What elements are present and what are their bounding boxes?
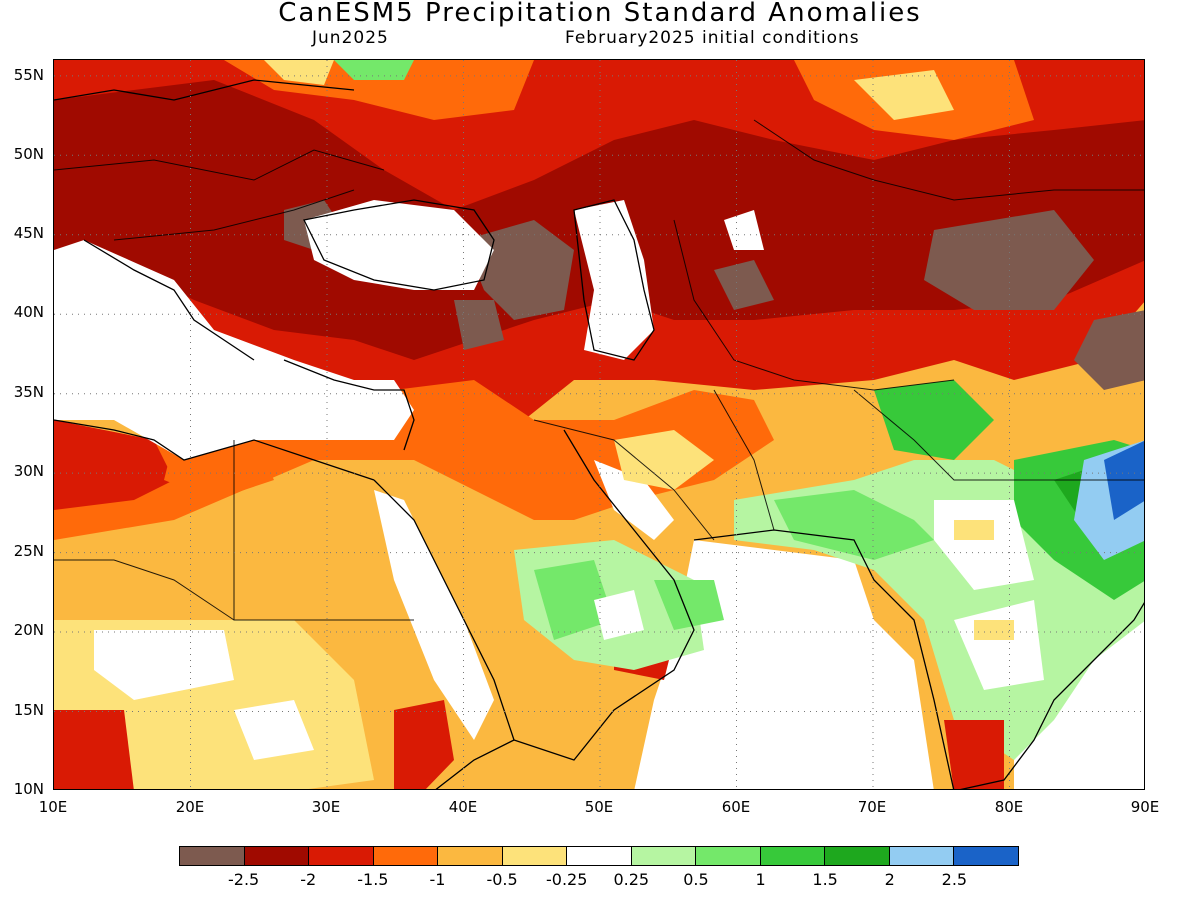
lat-label-25n: 25N <box>13 542 44 560</box>
colorbar-swatch <box>825 847 890 865</box>
lat-label-30n: 30N <box>13 462 44 480</box>
colorbar-tick-label: -1 <box>429 870 446 889</box>
lat-label-40n: 40N <box>13 303 44 321</box>
lon-label-60e: 60E <box>721 798 751 816</box>
colorbar-tick-label: 1 <box>755 870 766 889</box>
oman-green <box>654 580 724 630</box>
lon-label-70e: 70E <box>857 798 887 816</box>
lat-label-20n: 20N <box>13 621 44 639</box>
graticule <box>54 60 1144 789</box>
extreme-cell-6 <box>714 260 774 310</box>
colorbar-tick-label: 0.5 <box>683 870 709 889</box>
india-green <box>774 490 934 560</box>
lon-label-90e: 90E <box>1130 798 1160 816</box>
lon-label-20e: 20E <box>175 798 205 816</box>
colorbar <box>179 846 1019 866</box>
arabia-white <box>594 590 644 640</box>
colorbar-swatch <box>567 847 632 865</box>
africa-white-2 <box>234 700 314 760</box>
colorbar-swatch <box>309 847 374 865</box>
lon-label-10e: 10E <box>38 798 68 816</box>
arabia-green-2 <box>534 560 614 640</box>
colorbar-swatch <box>760 847 826 865</box>
northeast-yellow <box>854 70 954 120</box>
extreme-cell-5 <box>454 300 504 350</box>
colorbar-tick-label: 1.5 <box>812 870 838 889</box>
lon-label-50e: 50E <box>584 798 614 816</box>
lat-label-45n: 45N <box>13 224 44 242</box>
colorbar-tick-label: 2 <box>884 870 895 889</box>
iran-yellow <box>614 430 714 490</box>
colorbar-tick-label: -1.5 <box>357 870 389 889</box>
india-yellow-1 <box>954 520 994 540</box>
forecast-month: Jun2025 <box>312 28 389 48</box>
colorbar-swatch <box>438 847 503 865</box>
lat-label-15n: 15N <box>13 701 44 719</box>
north-green-patch <box>334 60 414 80</box>
south-india-red <box>944 720 1004 789</box>
colorbar-swatch <box>502 847 568 865</box>
colorbar-swatch <box>244 847 310 865</box>
lon-label-80e: 80E <box>994 798 1024 816</box>
colorbar-tick-label: -0.25 <box>545 870 588 889</box>
red-sea <box>374 490 494 740</box>
lat-label-55n: 55N <box>13 66 44 84</box>
init-conditions: February2025 initial conditions <box>565 28 860 48</box>
india-green-2 <box>874 380 994 460</box>
colorbar-tick-label: -2.5 <box>228 870 260 889</box>
middle-band-orange <box>54 380 774 540</box>
black-sea <box>304 200 494 290</box>
lat-label-10n: 10N <box>13 780 44 798</box>
colorbar-swatch <box>373 847 439 865</box>
borders <box>54 119 1144 621</box>
extreme-cell-4 <box>1074 310 1144 390</box>
anomaly-map <box>53 59 1145 790</box>
africa-white-1 <box>94 630 234 700</box>
colorbar-swatch <box>889 847 955 865</box>
coastlines <box>54 79 1144 789</box>
aral-sea <box>724 210 764 250</box>
sahara-red <box>54 420 174 510</box>
colorbar-swatch <box>180 847 245 865</box>
lon-label-40e: 40E <box>448 798 478 816</box>
colorbar-tick-label: 2.5 <box>941 870 968 889</box>
map-title: CanESM5 Precipitation Standard Anomalies <box>278 0 922 28</box>
ethiopia-red <box>394 700 454 789</box>
africa-red-corner <box>54 710 134 789</box>
colorbar-tick-label: 0.25 <box>613 870 650 889</box>
lat-label-35n: 35N <box>13 383 44 401</box>
north-edge-yellow <box>264 60 334 85</box>
mediterranean-sea <box>54 240 414 460</box>
india-yellow-2 <box>974 620 1014 640</box>
colorbar-swatch <box>631 847 697 865</box>
colorbar-swatch <box>954 847 1018 865</box>
extreme-cell-1 <box>464 220 574 320</box>
colorbar-tick-label: -2 <box>300 870 317 889</box>
lon-label-30e: 30E <box>311 798 341 816</box>
colorbar-swatch <box>696 847 761 865</box>
persian-gulf <box>594 460 674 540</box>
lat-label-50n: 50N <box>13 145 44 163</box>
colorbar-tick-label: -0.5 <box>486 870 518 889</box>
